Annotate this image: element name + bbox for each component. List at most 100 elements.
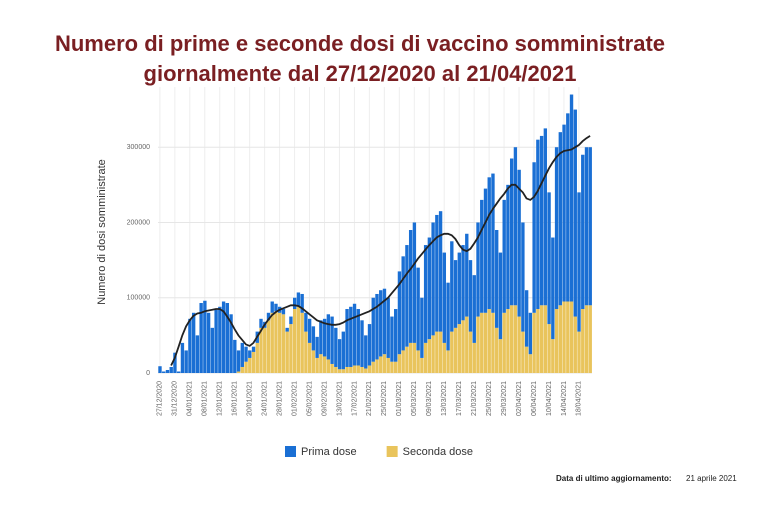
bar <box>450 241 454 332</box>
bar <box>562 124 566 302</box>
bar <box>390 316 394 362</box>
bar <box>364 335 368 369</box>
bar <box>584 305 589 373</box>
x-tick-label: 17/02/2021 <box>351 381 358 416</box>
bar <box>461 320 465 373</box>
bar <box>281 309 286 315</box>
bar <box>416 267 420 351</box>
bar <box>577 331 581 373</box>
bar <box>405 245 409 347</box>
bar <box>367 365 372 373</box>
bar <box>191 312 196 373</box>
bar <box>259 318 263 328</box>
bar <box>551 339 555 373</box>
bar <box>472 275 476 343</box>
bar <box>289 324 293 373</box>
bar <box>386 297 390 358</box>
bar <box>569 94 574 302</box>
x-tick-label: 09/03/2021 <box>426 381 433 416</box>
x-tick-label: 04/01/2021 <box>187 381 194 416</box>
bar <box>162 371 166 373</box>
bar <box>349 366 353 373</box>
bar <box>274 311 278 373</box>
bar <box>543 128 548 306</box>
bar <box>367 324 372 366</box>
bar <box>341 331 345 370</box>
bar <box>453 327 458 373</box>
bar <box>263 327 267 373</box>
bar <box>506 309 510 373</box>
bar <box>322 318 327 357</box>
bar <box>427 237 432 340</box>
bar <box>532 162 536 313</box>
x-tick-label: 25/02/2021 <box>381 381 388 416</box>
footer-label: Data di ultimo aggiornamento: <box>556 474 672 483</box>
x-tick-label: 14/04/2021 <box>561 381 568 416</box>
x-tick-label: 01/03/2021 <box>396 381 403 416</box>
bar <box>221 301 226 373</box>
bar <box>581 309 585 373</box>
bar <box>442 252 447 343</box>
bar <box>214 309 218 373</box>
bar <box>480 312 484 373</box>
bar <box>517 169 521 317</box>
legend-label: Prima dose <box>301 446 357 458</box>
bar <box>438 211 443 332</box>
bar <box>476 222 480 317</box>
bar <box>528 312 533 355</box>
bar <box>457 324 461 373</box>
legend-swatch <box>386 446 398 457</box>
bar <box>266 320 271 373</box>
bar <box>311 326 316 351</box>
bar <box>498 339 503 373</box>
x-tick-label: 13/02/2021 <box>336 381 343 416</box>
bar <box>244 346 248 362</box>
bar <box>251 351 256 373</box>
bar <box>165 369 170 373</box>
bar <box>573 316 577 373</box>
bar <box>199 303 203 373</box>
x-tick-label: 18/04/2021 <box>576 381 583 416</box>
bar <box>558 305 562 373</box>
bar <box>345 366 349 373</box>
bar <box>476 316 480 373</box>
x-tick-label: 12/01/2021 <box>217 381 224 416</box>
bar <box>236 350 241 372</box>
bar <box>233 339 237 373</box>
bar <box>352 303 357 366</box>
bar <box>573 109 577 317</box>
y-tick-label: 200000 <box>127 219 150 226</box>
bar <box>345 309 349 367</box>
bar <box>468 260 473 332</box>
bar <box>453 260 458 328</box>
legend-swatch <box>285 446 296 457</box>
bar <box>491 312 495 373</box>
bar <box>394 361 398 373</box>
bar <box>248 357 252 373</box>
bar <box>513 147 518 306</box>
bar <box>379 356 383 373</box>
bar <box>292 309 297 373</box>
bar <box>543 305 548 373</box>
bar <box>281 314 286 373</box>
bar <box>397 354 402 373</box>
bar <box>274 303 278 312</box>
bar <box>566 113 570 302</box>
bar <box>352 365 357 373</box>
bar <box>177 371 181 373</box>
x-tick-label: 13/03/2021 <box>441 381 448 416</box>
bar <box>442 342 447 373</box>
x-tick-label: 09/02/2021 <box>321 381 328 416</box>
bar <box>483 188 488 313</box>
bar <box>524 290 529 347</box>
bar <box>285 331 289 373</box>
bar <box>394 309 398 362</box>
bar <box>322 356 327 373</box>
bar <box>480 199 484 313</box>
bar <box>337 369 342 373</box>
bar <box>506 184 510 310</box>
bar <box>554 147 559 310</box>
bar <box>240 366 244 373</box>
bar <box>581 154 585 310</box>
bar <box>521 222 525 332</box>
